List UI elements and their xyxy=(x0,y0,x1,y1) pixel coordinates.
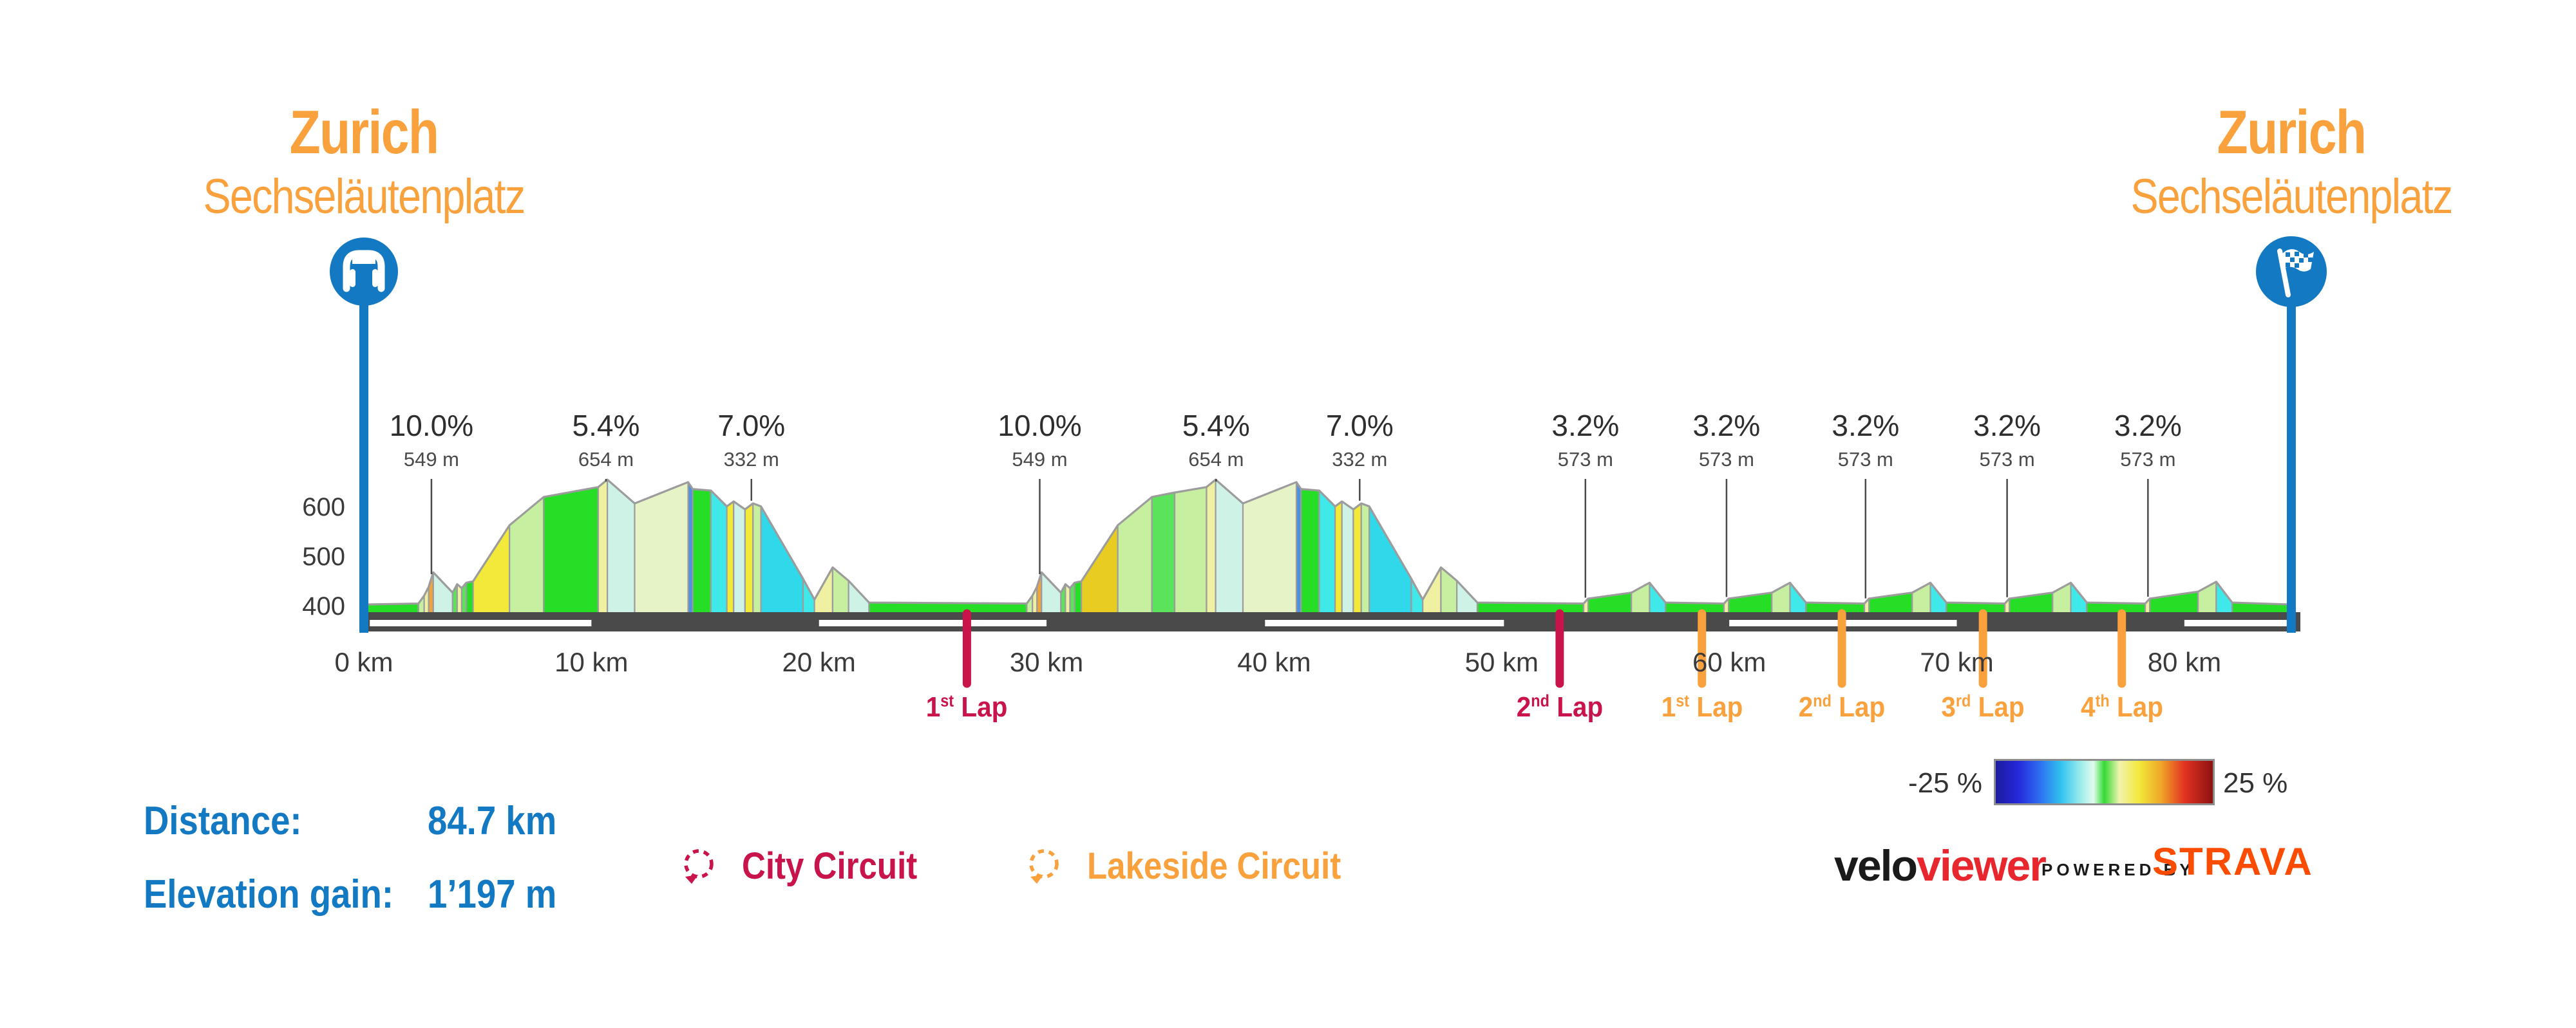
route-bar-stripe xyxy=(370,620,592,626)
elevation-gain-row: Elevation gain: 1’197 m xyxy=(144,872,723,945)
gradient-scale-min-label: -25 % xyxy=(1908,767,1982,799)
finish-icon-circle xyxy=(2256,236,2327,307)
elevation-gain-label: Elevation gain: xyxy=(144,872,394,917)
gradient-segment xyxy=(1334,500,1343,615)
finish-flag-checkers xyxy=(2286,252,2313,268)
gradient-scale-bar xyxy=(1994,759,2215,805)
gradient-segment xyxy=(1242,481,1298,615)
start-gantry-arch xyxy=(343,250,385,292)
gradient-segment xyxy=(634,481,689,615)
stats-block: Distance: 84.7 km Elevation gain: 1’197 … xyxy=(144,798,723,945)
gradient-segment xyxy=(1081,524,1119,615)
finish-icon xyxy=(2256,236,2327,307)
gradient-segment xyxy=(1456,580,1479,615)
city-circuit-lap-icon xyxy=(684,848,714,884)
start-gantry-right-post xyxy=(372,269,378,287)
legend-lakeside-circuit: Lakeside Circuit xyxy=(1025,845,1376,888)
veloviewer-logo-velo: velo xyxy=(1834,841,1918,890)
gradient-segment xyxy=(1151,492,1176,615)
profile-outline xyxy=(363,478,2293,606)
gradient-segment xyxy=(1352,502,1362,615)
gradient-segment xyxy=(1318,489,1336,615)
gradient-segment xyxy=(1173,486,1208,615)
gradient-segment xyxy=(432,571,453,615)
route-bar-stripe xyxy=(1265,620,1504,626)
gradient-segment xyxy=(1117,496,1153,615)
gradient-segment xyxy=(1041,571,1062,615)
gradient-segment xyxy=(1360,502,1370,615)
elevation-gain-value: 1’197 m xyxy=(428,872,557,917)
distance-value: 84.7 km xyxy=(428,799,557,843)
veloviewer-logo-viewer: viewer xyxy=(1917,841,2047,890)
start-icon xyxy=(330,238,398,306)
gradient-segment xyxy=(465,580,474,615)
start-gantry-banner xyxy=(352,256,375,264)
distance-row: Distance: 84.7 km xyxy=(144,798,723,872)
veloviewer-logo: veloviewer xyxy=(1834,841,2047,891)
gradient-segment xyxy=(752,502,762,615)
gradient-segment xyxy=(726,500,735,615)
finish-venue-title: Sechseläutenplatz xyxy=(2130,169,2453,224)
start-venue-title: Sechseläutenplatz xyxy=(203,169,526,224)
gradient-segment xyxy=(472,524,511,615)
gradient-segment xyxy=(710,489,728,615)
gradient-segment xyxy=(744,502,754,615)
powered-by-label: POWERED BY xyxy=(2041,860,2195,879)
gradient-segment xyxy=(848,580,870,615)
gradient-segment xyxy=(1368,505,1412,615)
chart-generated-layer xyxy=(359,304,2300,688)
legend-city-circuit: City Circuit xyxy=(680,845,941,888)
start-gantry-left-post xyxy=(350,269,355,287)
gradient-segment xyxy=(1206,478,1217,615)
route-bar-stripe xyxy=(2184,620,2287,626)
finish-city-title: Zurich xyxy=(2217,98,2367,167)
distance-label: Distance: xyxy=(144,799,302,843)
city-circuit-label: City Circuit xyxy=(742,845,918,887)
gradient-segment xyxy=(1074,580,1083,615)
finish-location-header: Zurich Sechseläutenplatz xyxy=(2002,98,2576,227)
gradient-segment xyxy=(692,488,712,615)
start-icon-circle xyxy=(330,238,398,306)
gradient-scale-max-label: 25 % xyxy=(2223,767,2288,799)
gradient-segment xyxy=(760,505,804,615)
gradient-segment xyxy=(1341,500,1354,615)
gradient-segment xyxy=(1300,488,1320,615)
start-city-title: Zurich xyxy=(289,98,439,167)
gradient-segment xyxy=(509,496,545,615)
route-bar-stripe xyxy=(819,620,1047,626)
gradient-segment xyxy=(543,486,600,615)
gradient-segment xyxy=(597,478,609,615)
lakeside-circuit-label: Lakeside Circuit xyxy=(1087,845,1341,887)
lakeside-circuit-lap-icon xyxy=(1029,848,1059,884)
strava-logo: STRAVA xyxy=(2152,840,2313,883)
gradient-segment xyxy=(733,500,746,615)
finish-flag-pole xyxy=(2277,248,2291,297)
start-location-header: Zurich Sechseläutenplatz xyxy=(74,98,654,227)
